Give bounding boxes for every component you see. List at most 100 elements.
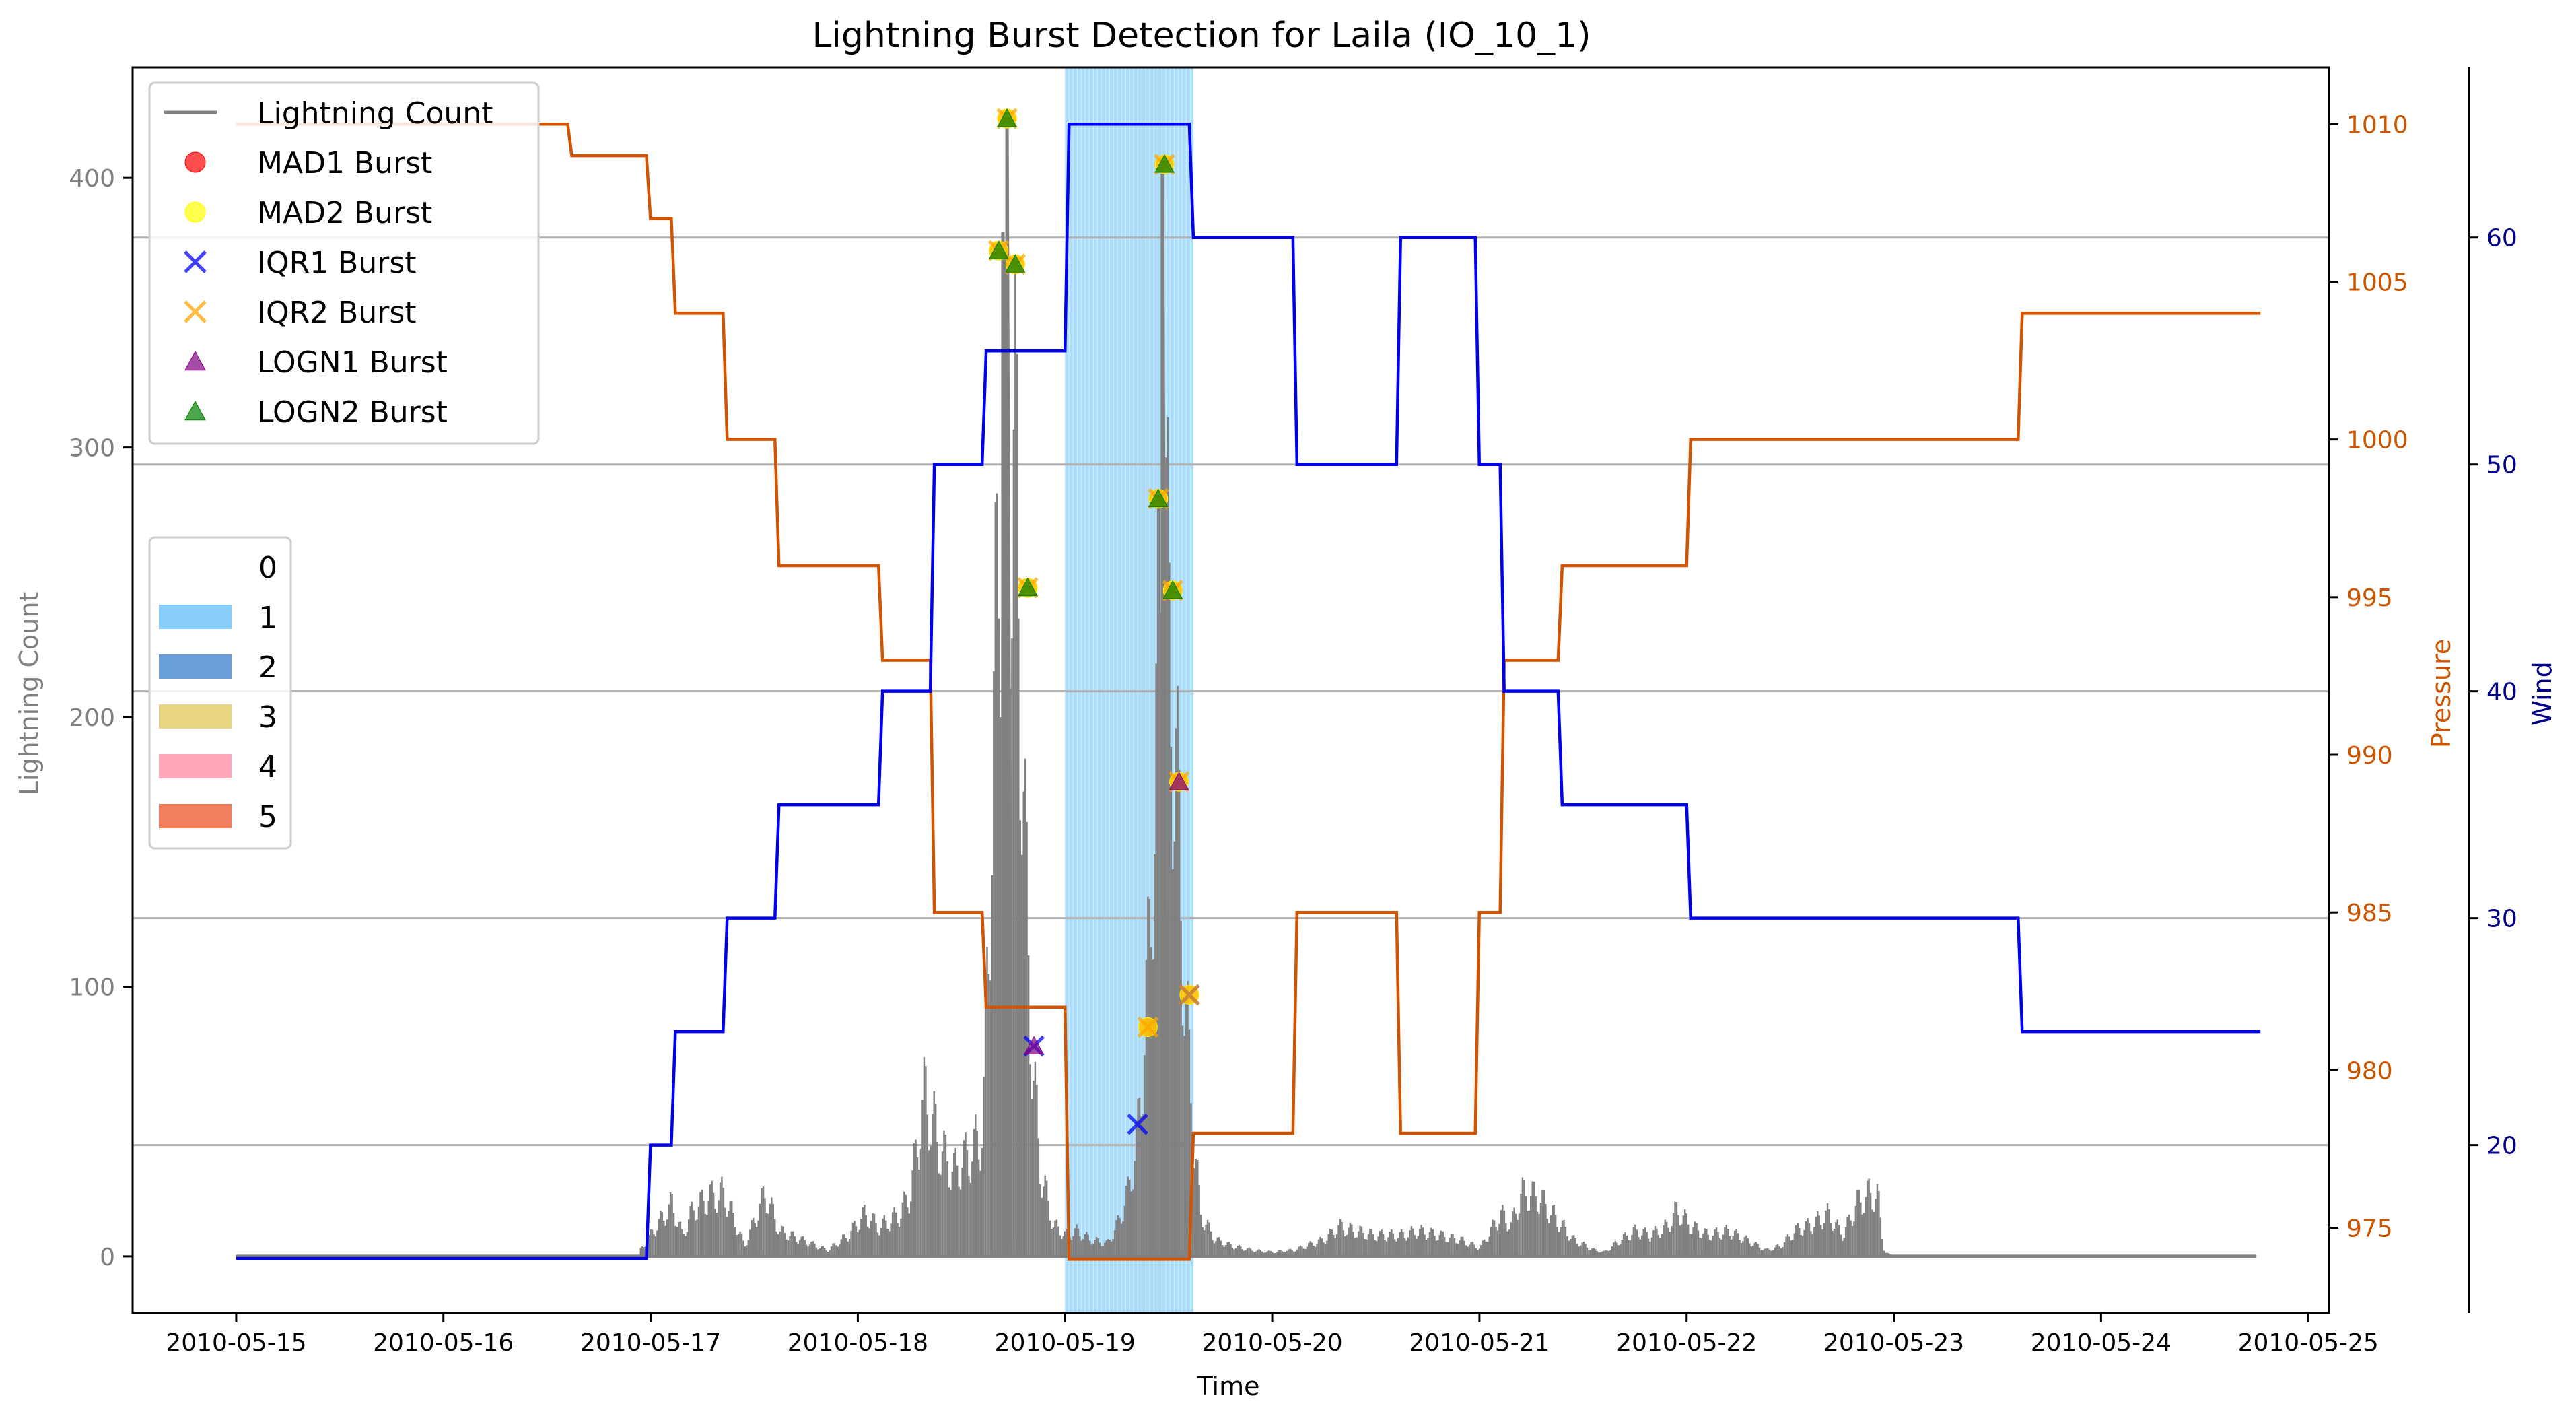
pressure-tick-label: 975 (2346, 1215, 2393, 1243)
lightning-bar (1331, 1229, 1333, 1256)
lightning-bar (868, 1228, 870, 1256)
lightning-bar (1180, 920, 1182, 1256)
lightning-bar (1442, 1231, 1444, 1256)
chart-title: Lightning Burst Detection for Laila (IO_… (812, 15, 1591, 56)
pressure-tick-label: 990 (2346, 742, 2393, 770)
lightning-bar (1543, 1190, 1545, 1256)
lightning-bar (850, 1230, 852, 1256)
lightning-bar (1288, 1249, 1290, 1256)
lightning-bar (1642, 1229, 1644, 1256)
lightning-bar (1372, 1234, 1374, 1256)
lightning-bar (639, 1248, 642, 1256)
lightning-bar (1120, 1223, 1123, 1256)
lightning-bar (1468, 1244, 1471, 1256)
lightning-bar (1533, 1181, 1535, 1256)
lightning-bar (1797, 1223, 1799, 1256)
lightning-bar (1684, 1209, 1686, 1256)
lightning-bar (1823, 1223, 1825, 1256)
lightning-bar (950, 1190, 952, 1256)
lightning-bar (1450, 1233, 1453, 1256)
lightning-bar (1309, 1241, 1311, 1256)
lightning-bar (986, 947, 988, 1256)
wind-tick-label: 40 (2486, 679, 2517, 706)
lightning-bar (1170, 747, 1173, 1256)
x-tick-label: 2010-05-22 (1616, 1329, 1757, 1357)
lightning-bar (1389, 1231, 1391, 1256)
lightning-bar (1210, 1231, 1212, 1256)
lightning-bar (1825, 1210, 1827, 1256)
lightning-bar (1206, 1219, 1209, 1256)
lightning-bar (953, 1153, 955, 1256)
lightning-bar (1677, 1215, 1679, 1256)
lightning-bar (782, 1226, 784, 1256)
lightning-bar (1482, 1240, 1484, 1256)
lightning-bar (1362, 1233, 1364, 1256)
lightning-bar (716, 1213, 718, 1256)
lightning-bar (1883, 1250, 1885, 1256)
lightning-bar (755, 1227, 758, 1256)
lightning-bar (794, 1236, 796, 1256)
lightning-bar (1599, 1252, 1601, 1256)
lightning-bar (1679, 1225, 1681, 1256)
lightning-bar (1624, 1232, 1626, 1256)
legend-category-swatch (159, 704, 232, 729)
lightning-bar (1306, 1246, 1309, 1256)
lightning-bar (1055, 1219, 1058, 1256)
lightning-bar (1359, 1225, 1361, 1256)
lightning-bar (1298, 1246, 1300, 1256)
lightning-bar (1818, 1215, 1820, 1256)
pressure-tick-label: 1005 (2346, 269, 2408, 296)
lightning-bar (1492, 1219, 1494, 1256)
lightning-bar (1314, 1246, 1317, 1256)
lightning-bar (919, 1149, 922, 1256)
lightning-bar (754, 1223, 756, 1256)
x-tick-label: 2010-05-24 (2031, 1329, 2171, 1357)
lightning-bar (802, 1236, 804, 1256)
lightning-bar (746, 1245, 748, 1256)
lightning-bar (984, 981, 987, 1256)
lightning-bar (1493, 1220, 1496, 1256)
lightning-bar (1027, 955, 1030, 1256)
lightning-bar (707, 1201, 709, 1256)
lightning-bar (1253, 1252, 1255, 1256)
lightning-bar (915, 1139, 917, 1256)
lightning-bar (1104, 1242, 1106, 1256)
lightning-bar (1425, 1239, 1428, 1256)
lightning-bar (1650, 1237, 1653, 1256)
lightning-bar (660, 1211, 662, 1256)
lightning-bar (1153, 854, 1156, 1256)
lightning-bar (1395, 1241, 1397, 1256)
lightning-bar (737, 1234, 740, 1256)
lightning-bar (1704, 1228, 1706, 1256)
lightning-bar (1366, 1239, 1368, 1256)
left-tick-label: 400 (69, 165, 115, 193)
lightning-bar (1764, 1248, 1766, 1256)
pressure-tick-label: 980 (2346, 1057, 2393, 1085)
lightning-bar (1665, 1221, 1668, 1256)
lightning-bar (1267, 1250, 1270, 1256)
lightning-bar (1402, 1232, 1404, 1256)
lightning-bar (1410, 1226, 1413, 1256)
lightning-bar (895, 1212, 897, 1256)
wind-tick-label: 50 (2486, 452, 2517, 479)
lightning-bar (1144, 1055, 1146, 1256)
lightning-bar (1735, 1229, 1737, 1256)
burst-marker (1162, 580, 1183, 599)
lightning-bar (1342, 1230, 1345, 1256)
lightning-bar (908, 1213, 910, 1256)
lightning-bar (1375, 1241, 1378, 1256)
lightning-bar (1138, 1098, 1141, 1256)
lightning-bar (1195, 1159, 1197, 1256)
lightning-bar (1828, 1209, 1830, 1256)
wind-axis-label: Wind (2528, 661, 2557, 726)
lightning-bar (1230, 1244, 1232, 1256)
lightning-bar (777, 1234, 779, 1256)
lightning-bar (656, 1230, 658, 1256)
lightning-bar (1150, 947, 1152, 1256)
lightning-bar (1807, 1218, 1809, 1256)
lightning-bar (823, 1248, 826, 1256)
lightning-bar (1079, 1236, 1081, 1256)
lightning-bar (1417, 1236, 1420, 1256)
lightning-bar (905, 1194, 907, 1256)
lightning-bar (1467, 1246, 1469, 1256)
